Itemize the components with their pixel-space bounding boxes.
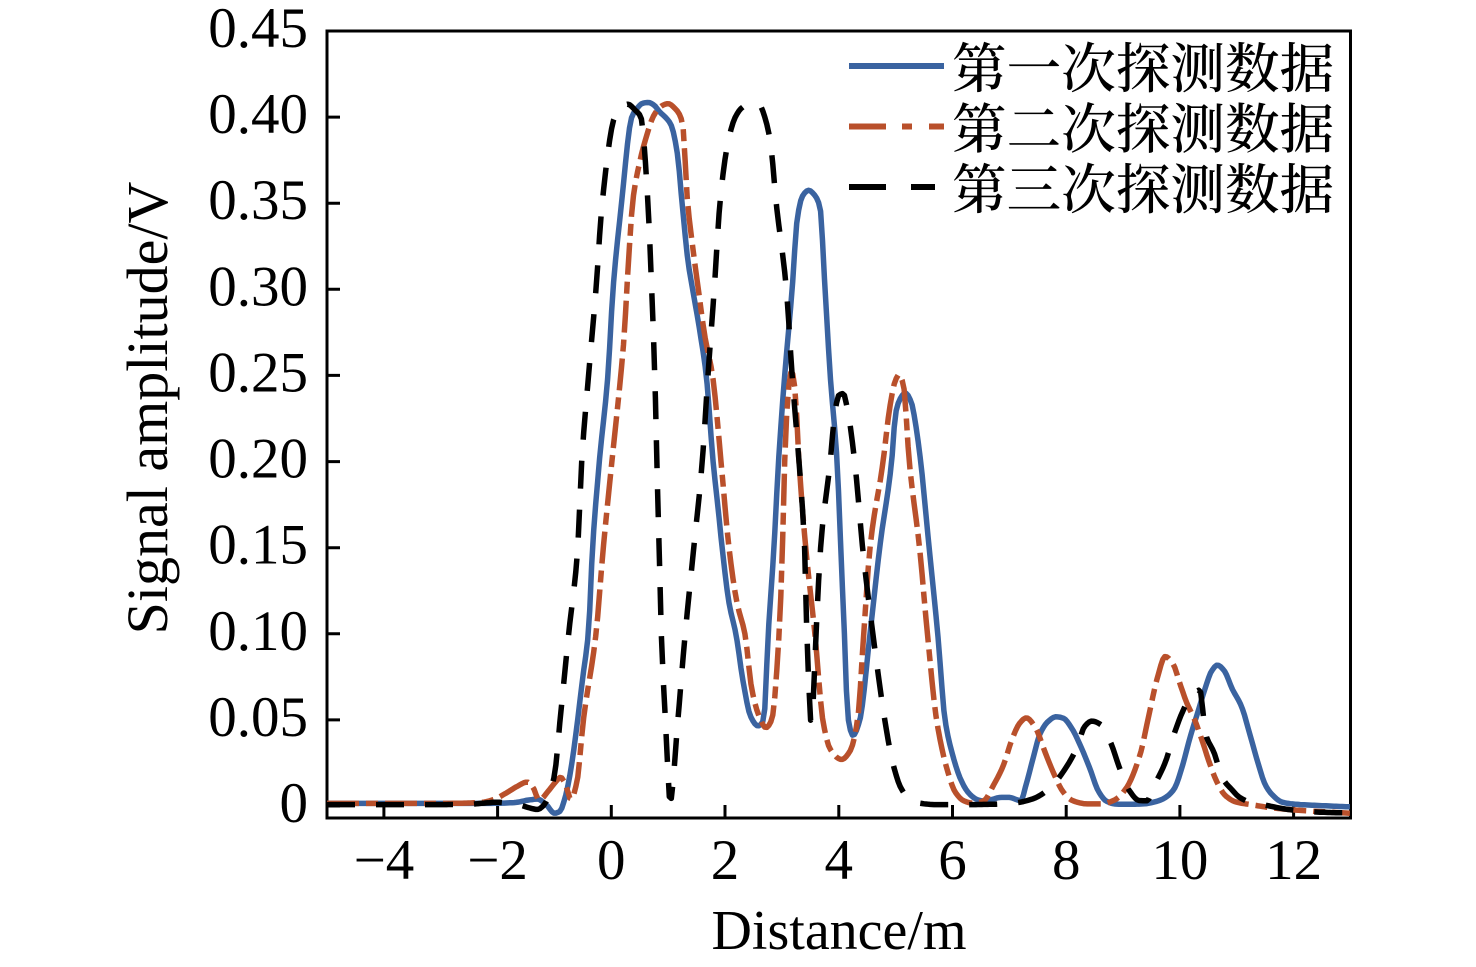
svg-text:0.35: 0.35	[208, 169, 308, 232]
svg-text:0.40: 0.40	[208, 83, 308, 146]
svg-text:10: 10	[1151, 829, 1208, 892]
svg-text:−2: −2	[467, 829, 528, 892]
svg-text:0.25: 0.25	[208, 341, 308, 404]
svg-text:0.05: 0.05	[208, 686, 308, 749]
svg-text:0.10: 0.10	[208, 600, 308, 663]
svg-text:0: 0	[280, 772, 309, 835]
svg-text:Signal amplitude/V: Signal amplitude/V	[115, 182, 180, 635]
svg-text:0.45: 0.45	[208, 0, 308, 60]
svg-text:0.15: 0.15	[208, 514, 308, 577]
svg-text:6: 6	[938, 829, 967, 892]
svg-text:0: 0	[597, 829, 626, 892]
svg-text:Distance/m: Distance/m	[711, 900, 966, 962]
svg-text:0.20: 0.20	[208, 428, 308, 491]
svg-text:−4: −4	[354, 829, 415, 892]
svg-text:4: 4	[825, 829, 854, 892]
svg-text:0.30: 0.30	[208, 255, 308, 318]
svg-text:2: 2	[711, 829, 740, 892]
svg-text:8: 8	[1052, 829, 1081, 892]
svg-text:12: 12	[1265, 829, 1322, 892]
